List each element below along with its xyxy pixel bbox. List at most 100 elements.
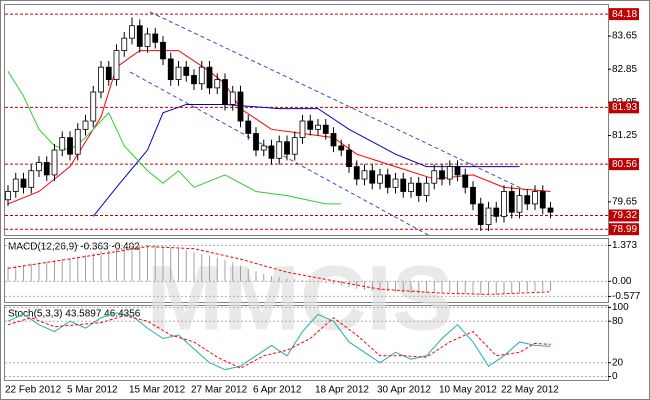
histogram-bar <box>542 281 544 292</box>
candle-body <box>152 33 159 43</box>
histogram-bar <box>85 255 86 282</box>
candle-body <box>353 166 360 180</box>
y-tick-label: 80 <box>612 316 624 327</box>
histogram-bar <box>387 281 389 292</box>
histogram-bar <box>302 280 303 282</box>
histogram-bar <box>364 281 365 290</box>
histogram-bar <box>247 268 249 282</box>
histogram-bar <box>131 245 133 282</box>
candle-body <box>446 166 453 180</box>
candle-body <box>462 174 469 188</box>
histogram-bar <box>46 261 48 282</box>
histogram-bar <box>519 281 520 293</box>
candle-body <box>214 79 221 89</box>
histogram-bar <box>38 262 40 282</box>
histogram-bar <box>449 281 451 293</box>
candle-body <box>524 195 531 205</box>
histogram-bar <box>356 281 358 289</box>
histogram-bar <box>433 281 435 293</box>
level-label-box <box>609 158 639 171</box>
candle-body <box>516 195 523 213</box>
candle-body <box>222 79 228 105</box>
candle-body <box>167 58 174 80</box>
histogram-bar <box>92 253 94 282</box>
candle-body <box>82 120 89 130</box>
histogram-bar <box>162 246 164 282</box>
candle-body <box>237 91 244 122</box>
histogram-bar <box>263 274 265 282</box>
y-tick-label: -0.577 <box>612 291 641 302</box>
histogram-bar <box>441 281 443 293</box>
candle-body <box>284 141 290 155</box>
candle-body <box>245 120 252 134</box>
histogram-bar <box>488 281 489 295</box>
x-tick-label: 27 Mar 2012 <box>191 385 248 396</box>
candle-body <box>90 91 97 122</box>
histogram-bar <box>503 281 505 294</box>
candle-body <box>175 66 182 80</box>
histogram-bar <box>23 265 24 282</box>
histogram-bar <box>534 281 536 292</box>
candle-body <box>400 178 407 192</box>
x-tick-label: 22 Feb 2012 <box>5 385 62 396</box>
candle-body <box>276 141 283 159</box>
histogram-bar <box>185 250 187 282</box>
indicator-line <box>7 71 342 205</box>
candle-body <box>408 182 414 192</box>
candle-body <box>307 120 314 130</box>
candle-body <box>299 120 306 139</box>
candle-body <box>501 191 507 217</box>
candle-body <box>338 145 345 151</box>
histogram-bar <box>526 281 528 292</box>
histogram-bar <box>240 265 241 282</box>
histogram-bar <box>495 281 497 295</box>
x-tick-label: 30 Apr 2012 <box>377 385 431 396</box>
candle-body <box>392 178 399 188</box>
histogram-bar <box>395 281 396 293</box>
histogram-bar <box>139 245 141 282</box>
stoch-panel <box>4 305 609 381</box>
histogram-bar <box>15 265 17 282</box>
candle-body <box>260 145 267 151</box>
indicator-line <box>7 246 551 295</box>
candle-body <box>532 191 538 205</box>
candle-body <box>36 162 42 172</box>
candle-body <box>183 66 190 76</box>
watermark: MMCIS <box>147 247 454 349</box>
candle-body <box>136 25 143 47</box>
main-panel <box>4 4 609 236</box>
histogram-bar <box>511 281 513 294</box>
candle-body <box>98 66 104 93</box>
candle-body <box>105 66 112 80</box>
candle-body <box>315 124 321 130</box>
histogram-bar <box>123 246 125 282</box>
level-label: 80.56 <box>612 159 637 170</box>
histogram-bar <box>147 244 148 282</box>
histogram-bar <box>472 281 474 295</box>
candle-body <box>51 149 58 176</box>
level-label-box <box>609 223 639 236</box>
candle-body <box>144 33 151 47</box>
histogram-bar <box>178 248 179 282</box>
x-tick-label: 6 Apr 2012 <box>253 385 302 396</box>
candle-body <box>493 207 500 217</box>
histogram-bar <box>348 281 350 288</box>
candle-body <box>74 128 81 155</box>
candle-body <box>268 145 275 159</box>
histogram-bar <box>317 281 319 282</box>
candle-body <box>439 170 445 180</box>
candle-body <box>206 66 213 89</box>
histogram-bar <box>69 258 71 282</box>
candle-body <box>67 137 73 155</box>
y-tick-label: 1.373 <box>612 240 637 251</box>
histogram-bar <box>410 281 412 294</box>
candle-body <box>508 191 515 213</box>
histogram-bar <box>154 245 156 282</box>
y-tick-label: 0.00 <box>612 276 632 287</box>
macd-panel <box>4 238 609 303</box>
histogram-bar <box>108 249 110 282</box>
histogram-bar <box>464 281 466 294</box>
histogram-bar <box>100 251 102 282</box>
x-tick-label: 22 May 2012 <box>501 385 559 396</box>
